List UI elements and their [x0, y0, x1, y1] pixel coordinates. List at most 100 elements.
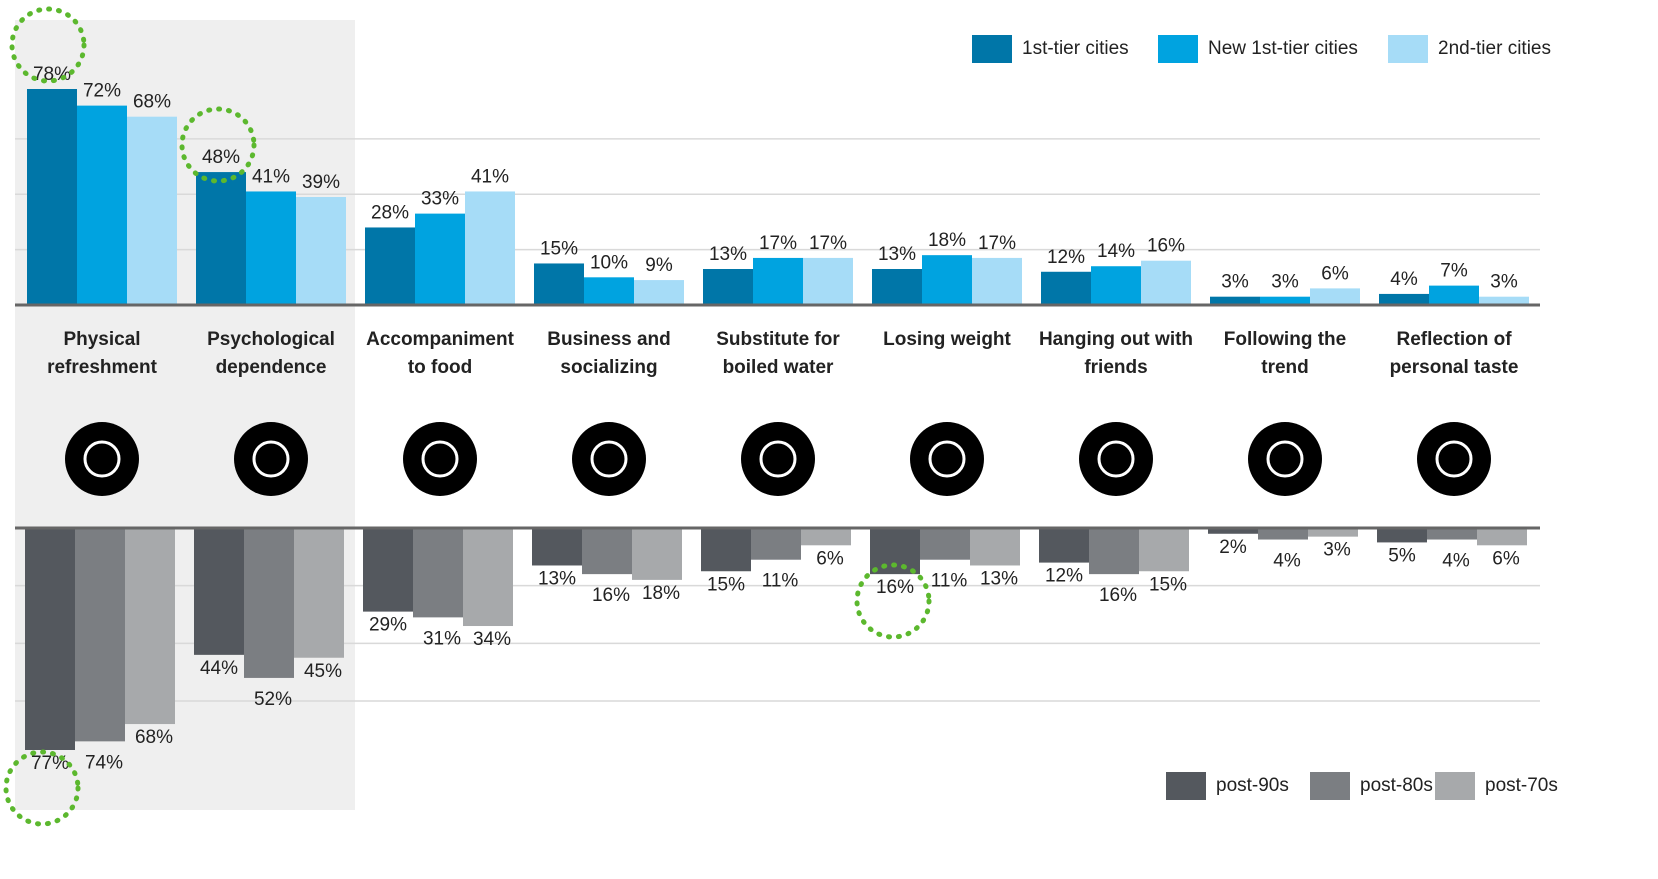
value-label: 6%: [1321, 263, 1349, 284]
value-label: 5%: [1388, 545, 1416, 566]
bar: [413, 528, 463, 618]
category-label: Following the trend: [1223, 329, 1347, 378]
bar: [246, 191, 296, 305]
category-label-box: Reflection of personal taste: [1389, 329, 1519, 378]
bar: [753, 257, 803, 305]
bar: [972, 257, 1022, 305]
value-label: 11%: [931, 571, 968, 592]
bar: [27, 89, 77, 305]
bar: [1258, 528, 1308, 540]
category-label-box: Psychological dependence: [207, 329, 335, 378]
value-label: 13%: [980, 568, 1018, 589]
bar: [75, 528, 125, 742]
icon: [403, 422, 477, 496]
category-label-box: Business and socializing: [547, 329, 671, 378]
category-label-box: Substitute for boiled water: [716, 329, 840, 378]
value-label: 17%: [759, 233, 797, 254]
icon-glyph: [590, 440, 628, 478]
value-label: 18%: [642, 583, 680, 604]
value-label: 41%: [471, 166, 509, 187]
bar: [294, 528, 344, 658]
icon-glyph: [1435, 440, 1473, 478]
category-label-box: Hanging out with friends: [1039, 329, 1193, 378]
bar: [1089, 528, 1139, 575]
value-label: 17%: [978, 233, 1016, 254]
value-label: 16%: [592, 585, 630, 606]
value-label: 31%: [423, 628, 461, 649]
bar: [1427, 528, 1477, 540]
icon-glyph: [83, 440, 121, 478]
category-label: Physical refreshment: [47, 329, 157, 378]
value-label: 28%: [371, 202, 409, 223]
value-label: 3%: [1490, 272, 1518, 293]
bar: [125, 528, 175, 725]
bar: [703, 269, 753, 305]
bar: [1039, 528, 1089, 563]
value-label: 10%: [590, 252, 628, 273]
bar: [1477, 528, 1527, 546]
value-label: 15%: [707, 574, 745, 595]
icon: [1079, 422, 1153, 496]
bar: [1310, 288, 1360, 305]
value-label: 45%: [304, 661, 342, 682]
value-label: 3%: [1221, 272, 1249, 293]
icon: [572, 422, 646, 496]
category-label: Business and socializing: [547, 329, 671, 378]
value-label: 44%: [200, 658, 238, 679]
value-label: 9%: [645, 255, 673, 276]
icon: [65, 422, 139, 496]
category-label: Reflection of personal taste: [1389, 329, 1519, 378]
value-label: 13%: [538, 568, 576, 589]
value-label: 34%: [473, 629, 511, 650]
bar: [1141, 260, 1191, 305]
bar: [632, 528, 682, 580]
legend-label: post-90s: [1216, 775, 1289, 796]
value-label: 17%: [809, 233, 847, 254]
value-label: 16%: [1147, 236, 1185, 257]
category-label-box: Physical refreshment: [47, 329, 157, 378]
legend-label: 1st-tier cities: [1022, 38, 1129, 59]
category-label-box: Accompaniment to food: [366, 329, 514, 378]
bar: [1377, 528, 1427, 543]
value-label: 68%: [135, 727, 173, 748]
value-label: 4%: [1442, 551, 1470, 572]
legend-label: post-80s: [1360, 775, 1433, 796]
bar: [584, 277, 634, 305]
icon-glyph: [1097, 440, 1135, 478]
category-label-box: Losing weight: [883, 329, 1011, 350]
bar: [363, 528, 413, 612]
legend-swatch: [1435, 772, 1475, 800]
annotation-circle: [179, 106, 257, 184]
value-label: 4%: [1273, 551, 1301, 572]
bar: [465, 191, 515, 305]
value-label: 13%: [878, 244, 916, 265]
legend-swatch: [1310, 772, 1350, 800]
value-label: 12%: [1045, 566, 1083, 587]
value-label: 33%: [421, 189, 459, 210]
annotation-circle: [3, 749, 81, 827]
legend-swatch: [1388, 35, 1428, 63]
bar: [582, 528, 632, 575]
value-label: 7%: [1440, 261, 1468, 282]
value-label: 52%: [254, 689, 292, 710]
value-label: 6%: [816, 548, 844, 569]
bar: [127, 116, 177, 305]
bar: [801, 528, 851, 546]
legend-label: New 1st-tier cities: [1208, 38, 1358, 59]
value-label: 3%: [1323, 540, 1351, 561]
bar: [1091, 266, 1141, 305]
bar: [415, 213, 465, 305]
legend-swatch: [1166, 772, 1206, 800]
annotation-circle: [9, 6, 87, 84]
annotation-circle: [854, 562, 932, 640]
legend-swatch: [1158, 35, 1198, 63]
bar: [1041, 271, 1091, 305]
value-label: 41%: [252, 166, 290, 187]
value-label: 14%: [1097, 241, 1135, 262]
bar: [1210, 296, 1260, 305]
bar: [1479, 296, 1529, 305]
bar: [970, 528, 1020, 566]
bar: [365, 227, 415, 305]
value-label: 3%: [1271, 272, 1299, 293]
bar: [803, 257, 853, 305]
